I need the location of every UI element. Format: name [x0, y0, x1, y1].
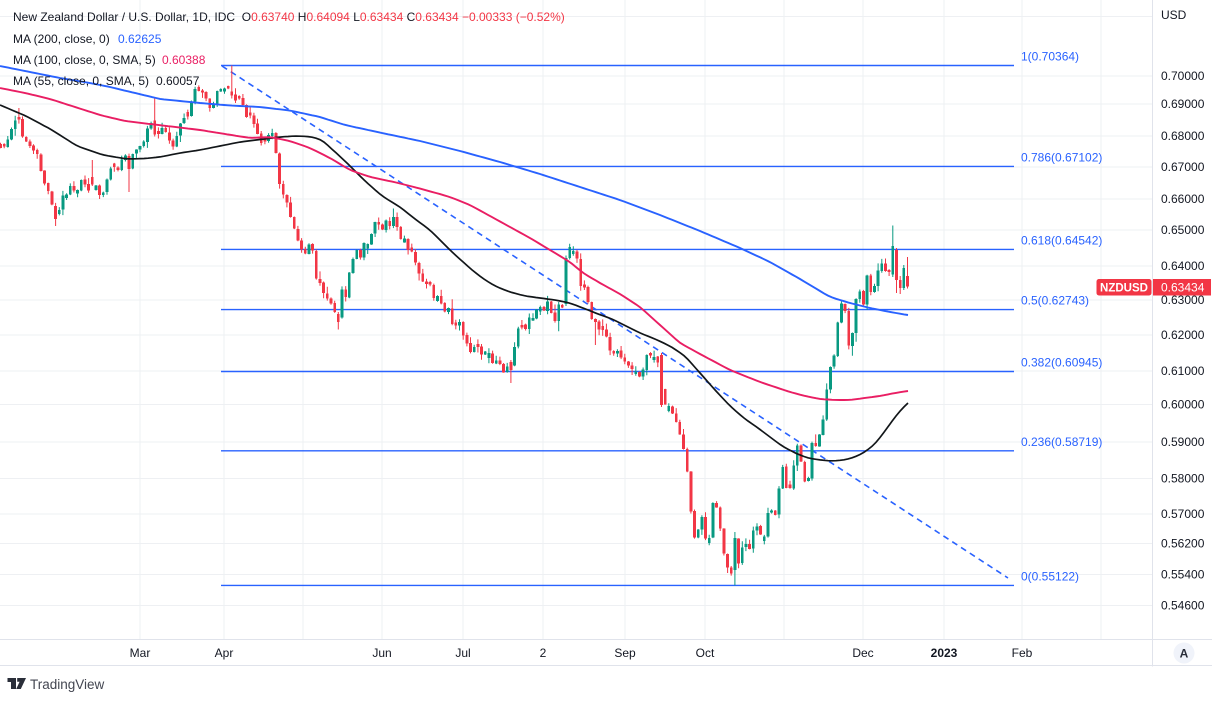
svg-text:TradingView: TradingView: [30, 677, 105, 692]
svg-text:1(0.70364): 1(0.70364): [1021, 50, 1079, 64]
svg-text:0.5(0.62743): 0.5(0.62743): [1021, 294, 1089, 308]
svg-text:USD: USD: [1161, 8, 1187, 22]
svg-text:0.55400: 0.55400: [1161, 568, 1205, 582]
svg-text:Dec: Dec: [852, 646, 873, 660]
svg-text:0.70000: 0.70000: [1161, 69, 1205, 83]
svg-text:0.62625: 0.62625: [118, 32, 162, 46]
svg-text:MA (55, close, 0, SMA, 5): MA (55, close, 0, SMA, 5): [13, 74, 149, 88]
svg-text:0.54600: 0.54600: [1161, 599, 1205, 613]
svg-text:0.59000: 0.59000: [1161, 435, 1205, 449]
svg-text:2023: 2023: [931, 646, 958, 660]
svg-text:MA (200, close, 0): MA (200, close, 0): [13, 32, 110, 46]
svg-text:New Zealand Dollar / U.S. Doll: New Zealand Dollar / U.S. Dollar, 1D, ID…: [13, 10, 565, 24]
svg-text:0.68000: 0.68000: [1161, 129, 1205, 143]
svg-text:0.382(0.60945): 0.382(0.60945): [1021, 356, 1102, 370]
svg-text:0.58000: 0.58000: [1161, 472, 1205, 486]
svg-text:0.62000: 0.62000: [1161, 328, 1205, 342]
svg-text:Oct: Oct: [696, 646, 715, 660]
svg-text:0.65000: 0.65000: [1161, 223, 1205, 237]
svg-text:A: A: [1180, 647, 1189, 661]
svg-text:Mar: Mar: [130, 646, 151, 660]
svg-text:0.64000: 0.64000: [1161, 259, 1205, 273]
svg-text:0.60000: 0.60000: [1161, 398, 1205, 412]
svg-text:Apr: Apr: [215, 646, 234, 660]
svg-text:0.63434: 0.63434: [1161, 281, 1205, 295]
svg-text:Feb: Feb: [1012, 646, 1033, 660]
svg-text:0.786(0.67102): 0.786(0.67102): [1021, 150, 1102, 164]
svg-text:0.69000: 0.69000: [1161, 97, 1205, 111]
svg-text:Jul: Jul: [455, 646, 470, 660]
svg-text:0.66000: 0.66000: [1161, 192, 1205, 206]
svg-text:0.63000: 0.63000: [1161, 293, 1205, 307]
svg-text:0.61000: 0.61000: [1161, 364, 1205, 378]
svg-text:0(0.55122): 0(0.55122): [1021, 569, 1079, 583]
svg-text:2: 2: [540, 646, 547, 660]
svg-text:0.67000: 0.67000: [1161, 160, 1205, 174]
svg-text:0.236(0.58719): 0.236(0.58719): [1021, 435, 1102, 449]
svg-text:Sep: Sep: [614, 646, 636, 660]
svg-text:0.57000: 0.57000: [1161, 507, 1205, 521]
svg-text:0.60388: 0.60388: [162, 53, 206, 67]
svg-text:0.56200: 0.56200: [1161, 537, 1205, 551]
svg-text:NZDUSD: NZDUSD: [1100, 283, 1148, 295]
svg-text:0.60057: 0.60057: [156, 74, 200, 88]
svg-text:MA (100, close, 0, SMA, 5): MA (100, close, 0, SMA, 5): [13, 53, 156, 67]
svg-text:Jun: Jun: [372, 646, 391, 660]
svg-text:0.618(0.64542): 0.618(0.64542): [1021, 233, 1102, 247]
